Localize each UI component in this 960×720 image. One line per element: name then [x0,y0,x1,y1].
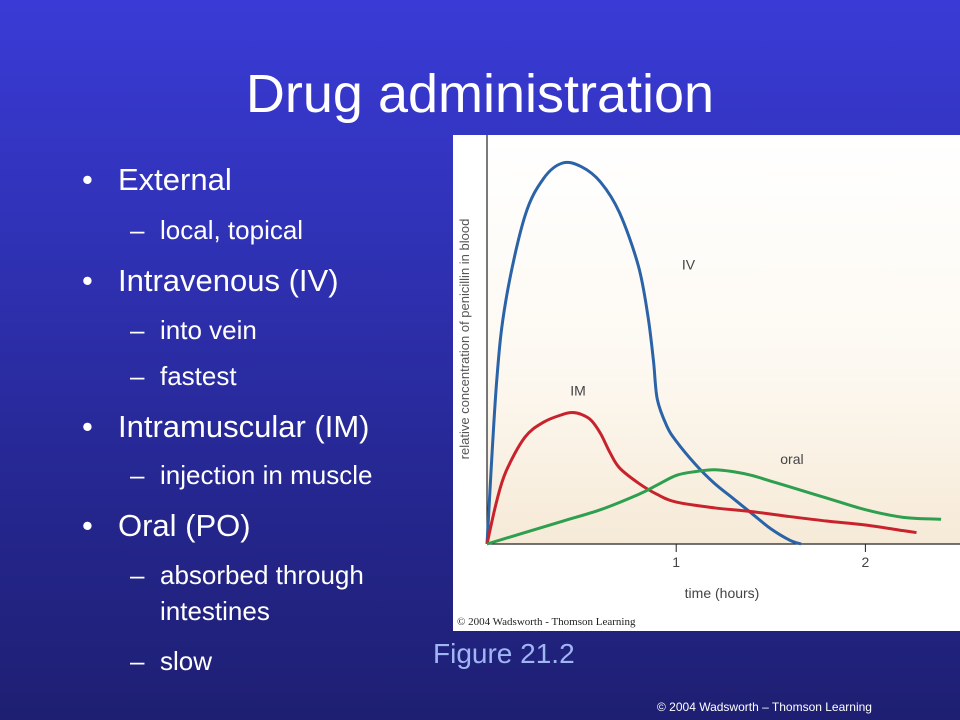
series-label-iv: IV [682,257,696,273]
bullet-dot-icon: • [82,409,93,444]
sub-bullet-item: – into vein [130,312,257,348]
bullet-dot-icon: • [82,508,93,543]
bullet-dot-icon: • [82,162,93,197]
series-label-oral: oral [780,451,803,467]
sub-bullet-item: – local, topical [130,212,303,248]
sub-bullet-text: slow [160,646,213,676]
sub-bullet-continuation: intestines [160,596,270,626]
figure-credit: © 2004 Wadsworth - Thomson Learning [457,616,636,628]
sub-bullet-item: – absorbed through [130,557,364,593]
dash-icon: – [130,646,145,676]
bullet-text: Oral (PO) [118,508,251,543]
concentration-chart: 1 2 IV IM oral relative concentration of pe… [457,135,960,628]
sub-bullet-text: fastest [160,361,237,391]
series-line-oral [486,468,942,546]
series-line-im [485,411,917,545]
bullet-text: External [118,162,232,197]
bullet-item: • Intramuscular (IM) [82,407,369,447]
series-label-im: IM [570,382,586,398]
x-tick-label: 1 [672,554,680,570]
bullet-item: • Oral (PO) [82,506,251,546]
sub-bullet-item: – injection in muscle [130,457,372,493]
x-axis-label: time (hours) [685,585,760,601]
sub-bullet-text: injection in muscle [160,460,373,490]
bullet-item: • Intravenous (IV) [82,261,339,301]
y-axis-label: relative concentration of penicillin in … [457,219,472,460]
copyright-footer: © 2004 Wadsworth – Thomson Learning [657,700,872,714]
bullet-dot-icon: • [82,263,93,298]
sub-bullet-text: into vein [160,315,257,345]
sub-bullet-text: local, topical [160,215,304,245]
bullet-text: Intravenous (IV) [118,263,339,298]
dash-icon: – [130,560,145,590]
dash-icon: – [130,215,145,245]
slide-title: Drug administration [245,64,715,124]
dash-icon: – [130,361,145,391]
x-tick-label: 2 [862,554,870,570]
dash-icon: – [130,460,145,490]
plot-area [487,135,960,544]
sub-bullet-item: – fastest [130,358,237,394]
sub-bullet-text: absorbed through [160,560,364,590]
bullet-item: • External [82,160,232,200]
bullet-text: Intramuscular (IM) [118,409,370,444]
figure-caption: Figure 21.2 [433,638,575,669]
dash-icon: – [130,315,145,345]
figure-panel: 1 2 IV IM oral relative concentration of pe… [453,135,960,631]
sub-bullet-item: – slow [130,643,212,679]
series-line-iv [485,160,802,546]
